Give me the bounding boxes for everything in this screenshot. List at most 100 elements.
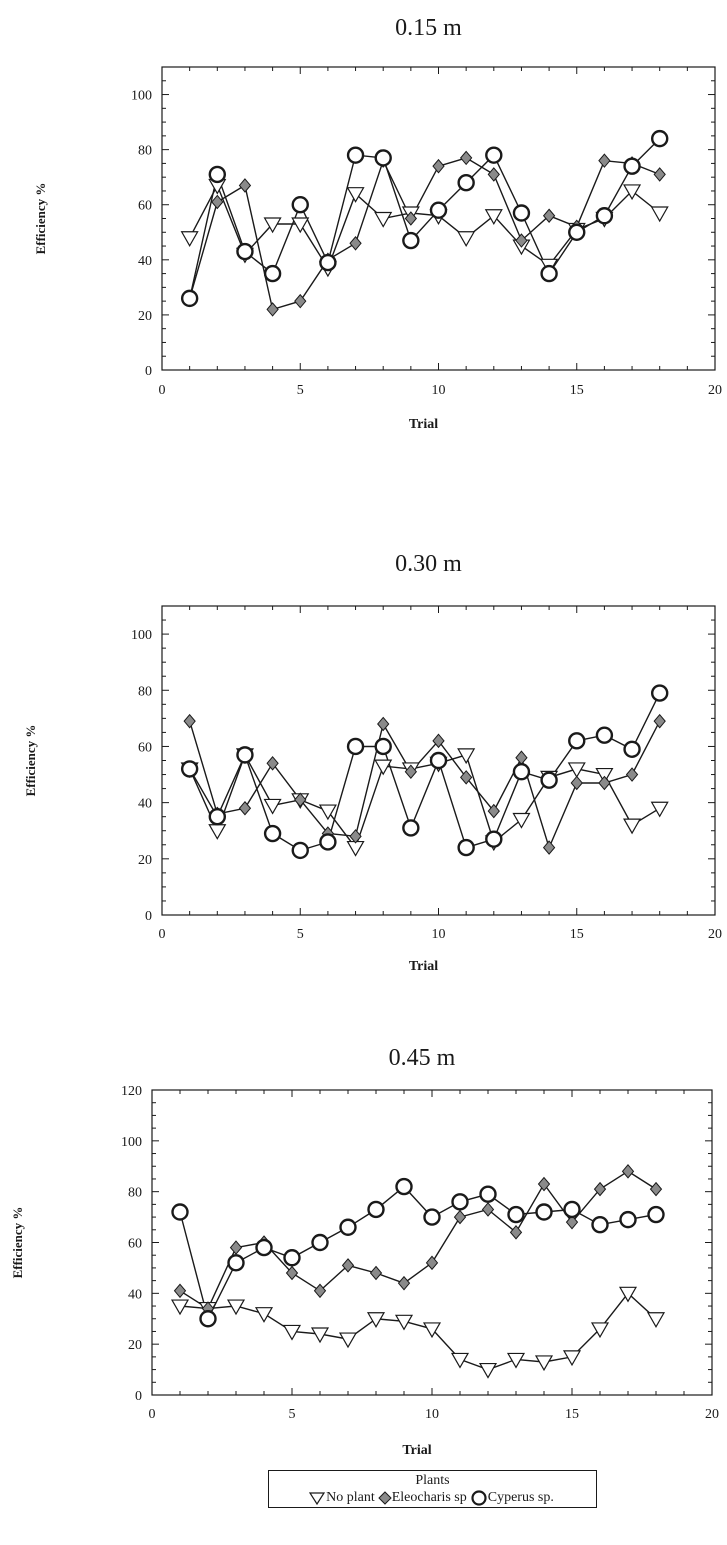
data-point-cyperus-sp: [395, 1177, 413, 1196]
data-point-no-plant: [291, 217, 310, 234]
y-tick-label: 60: [138, 199, 152, 214]
data-point-cyperus-sp: [568, 732, 586, 750]
data-point-cyperus-sp: [346, 146, 365, 164]
y-tick-label: 40: [138, 254, 152, 269]
data-point-cyperus-sp: [339, 1218, 357, 1236]
x-axis-label: Trial: [409, 417, 438, 432]
data-point-no-plant: [562, 1350, 582, 1367]
data-point-no-plant: [374, 759, 393, 776]
data-point-no-plant: [450, 1352, 470, 1369]
data-point-eleocharis-sp: [515, 233, 528, 248]
y-tick-label: 60: [128, 1237, 142, 1252]
y-axis-label: Efficiency %: [33, 183, 48, 255]
data-point-cyperus-sp: [619, 1210, 637, 1229]
y-tick-label: 80: [138, 684, 152, 699]
data-point-cyperus-sp: [623, 157, 641, 175]
data-point-no-plant: [226, 1299, 246, 1316]
data-point-cyperus-sp: [423, 1208, 441, 1226]
series-line-eleocharis-sp: [189, 157, 660, 311]
circle-marker-icon: [471, 1490, 487, 1506]
y-tick-label: 120: [121, 1084, 142, 1099]
data-point-cyperus-sp: [180, 289, 199, 308]
y-tick-label: 20: [138, 309, 152, 324]
data-point-cyperus-sp: [540, 264, 558, 283]
data-point-cyperus-sp: [263, 824, 282, 843]
x-tick-label: 5: [289, 1407, 296, 1422]
data-point-no-plant: [263, 217, 282, 234]
data-point-eleocharis-sp: [621, 1164, 635, 1179]
data-point-cyperus-sp: [563, 1200, 581, 1219]
x-tick-label: 10: [425, 1407, 439, 1422]
data-point-cyperus-sp: [402, 819, 420, 837]
legend-item-cyperus: Cyperus sp.: [470, 1489, 554, 1507]
data-point-eleocharis-sp: [515, 750, 528, 765]
data-point-cyperus-sp: [319, 253, 337, 272]
series-line-cyperus-sp: [189, 138, 661, 299]
data-point-cyperus-sp: [540, 771, 558, 789]
data-point-cyperus-sp: [263, 264, 282, 283]
data-point-eleocharis-sp: [598, 153, 611, 168]
data-point-eleocharis-sp: [377, 716, 390, 732]
legend-item-no-plant: No plant: [308, 1489, 375, 1507]
data-point-cyperus-sp: [311, 1233, 329, 1252]
data-point-cyperus-sp: [171, 1203, 189, 1221]
data-point-eleocharis-sp: [459, 770, 473, 785]
legend-title: Plants: [415, 1473, 450, 1488]
x-tick-label: 20: [705, 1407, 719, 1422]
data-point-no-plant: [254, 1307, 274, 1323]
data-point-cyperus-sp: [374, 149, 392, 167]
data-point-eleocharis-sp: [593, 1181, 607, 1197]
data-point-no-plant: [623, 184, 642, 201]
legend-row: No plant Eleocharis sp Cyperus sp.: [269, 1489, 596, 1507]
data-point-no-plant: [512, 812, 531, 829]
x-tick-label: 0: [159, 383, 166, 398]
y-tick-label: 80: [138, 144, 152, 159]
data-point-cyperus-sp: [507, 1205, 525, 1224]
data-point-cyperus-sp: [367, 1200, 385, 1219]
data-point-eleocharis-sp: [509, 1225, 523, 1240]
data-point-no-plant: [650, 801, 669, 818]
data-point-eleocharis-sp: [404, 211, 418, 226]
x-tick-label: 15: [565, 1407, 579, 1422]
data-point-cyperus-sp: [485, 830, 503, 848]
series-line-eleocharis-sp: [189, 720, 661, 850]
y-tick-label: 20: [128, 1338, 142, 1353]
data-point-no-plant: [623, 818, 642, 835]
x-axis-label: Trial: [402, 1443, 431, 1458]
data-point-no-plant: [646, 1312, 666, 1328]
data-point-cyperus-sp: [485, 146, 503, 164]
y-tick-label: 40: [128, 1287, 142, 1302]
data-point-eleocharis-sp: [285, 1265, 299, 1281]
data-point-eleocharis-sp: [453, 1209, 467, 1225]
data-point-eleocharis-sp: [598, 775, 611, 791]
data-point-eleocharis-sp: [229, 1240, 243, 1255]
data-point-cyperus-sp: [457, 173, 475, 192]
y-tick-label: 40: [138, 797, 152, 812]
data-point-cyperus-sp: [568, 223, 586, 241]
chart-title: 0.30 m: [395, 551, 462, 577]
y-tick-label: 0: [145, 364, 152, 379]
data-point-cyperus-sp: [429, 201, 448, 219]
chart-title: 0.15 m: [395, 15, 462, 41]
data-point-no-plant: [318, 804, 337, 821]
data-point-no-plant: [506, 1352, 526, 1369]
data-point-no-plant: [346, 840, 365, 857]
data-point-cyperus-sp: [291, 196, 309, 214]
y-axis-label: Efficiency %: [10, 1207, 25, 1279]
x-tick-label: 15: [570, 383, 584, 398]
chart-panel-0.15m: 0.15 m Efficiency % Trial 0 5 10 15 20 0 20 40 60 80…: [33, 15, 722, 432]
data-point-eleocharis-sp: [625, 767, 639, 782]
data-point-cyperus-sp: [208, 807, 227, 826]
data-point-eleocharis-sp: [432, 733, 445, 749]
data-point-eleocharis-sp: [238, 800, 252, 816]
data-point-eleocharis-sp: [487, 167, 500, 182]
x-tick-label: 15: [570, 927, 584, 942]
data-point-no-plant: [650, 206, 669, 223]
data-point-cyperus-sp: [429, 751, 448, 770]
data-point-no-plant: [457, 748, 476, 765]
data-point-eleocharis-sp: [425, 1255, 439, 1271]
data-point-no-plant: [394, 1314, 414, 1331]
x-tick-label: 20: [708, 927, 722, 942]
data-point-cyperus-sp: [236, 746, 254, 764]
